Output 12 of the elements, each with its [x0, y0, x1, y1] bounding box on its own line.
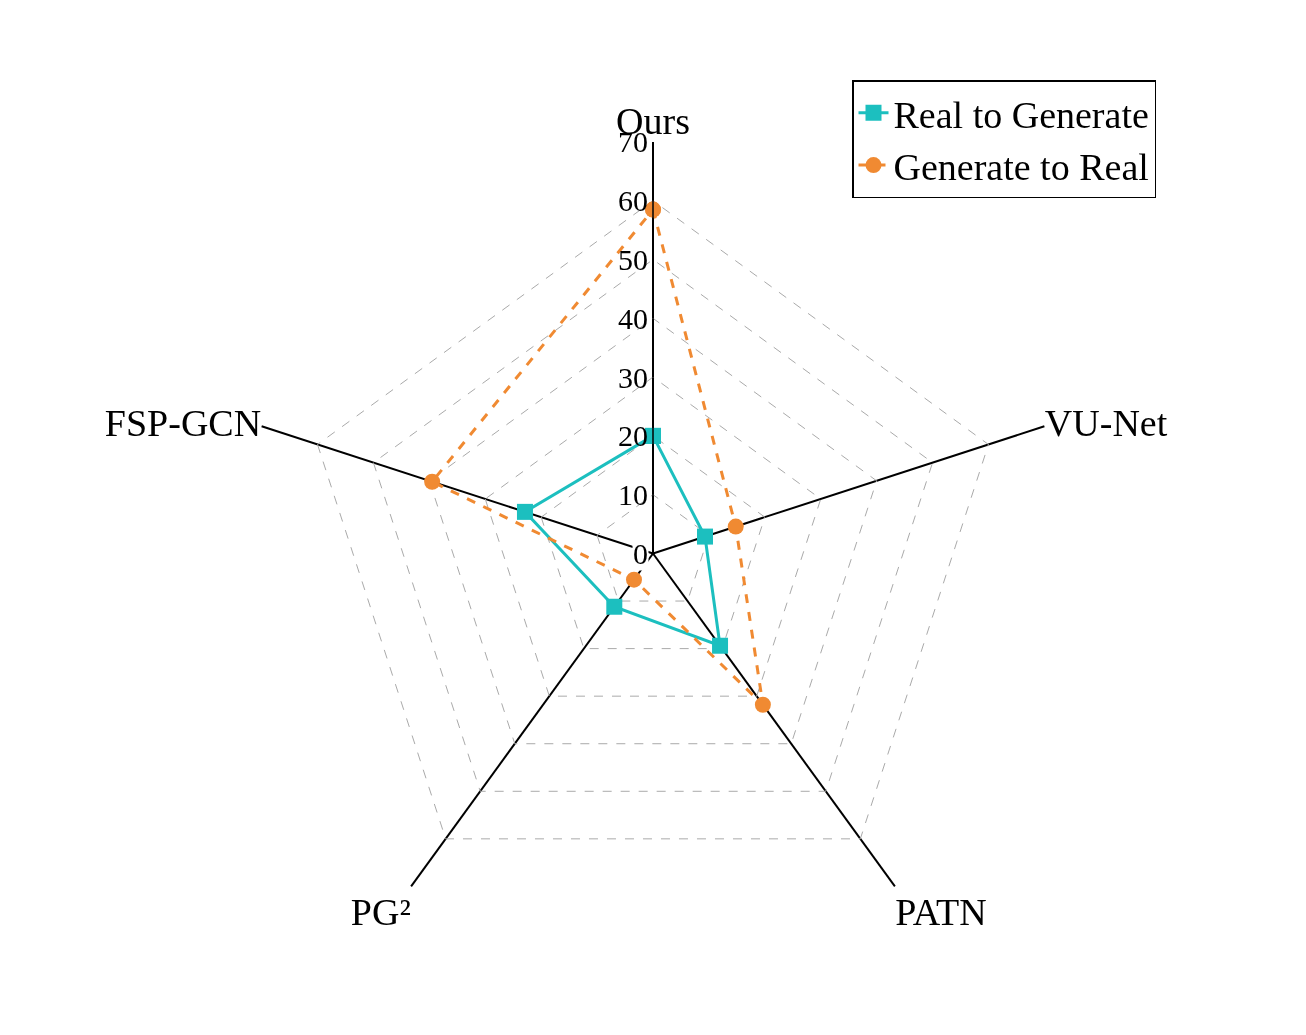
spoke-label: FSP-GCN: [104, 402, 262, 445]
y-tick-label: 40: [618, 302, 648, 335]
y-tick-label: 30: [618, 361, 648, 394]
spoke-label: VU-Net: [1044, 402, 1168, 445]
y-tick-label: 0: [633, 537, 648, 570]
y-tick-label: 50: [618, 243, 648, 276]
legend-label: Generate to Real: [893, 145, 1149, 188]
y-tick-label: 60: [618, 184, 648, 217]
y-tick-label: 10: [618, 478, 648, 511]
spoke-label: PG²: [350, 891, 411, 934]
spoke-label: PATN: [895, 891, 987, 934]
legend-label: Real to Generate: [893, 93, 1149, 136]
